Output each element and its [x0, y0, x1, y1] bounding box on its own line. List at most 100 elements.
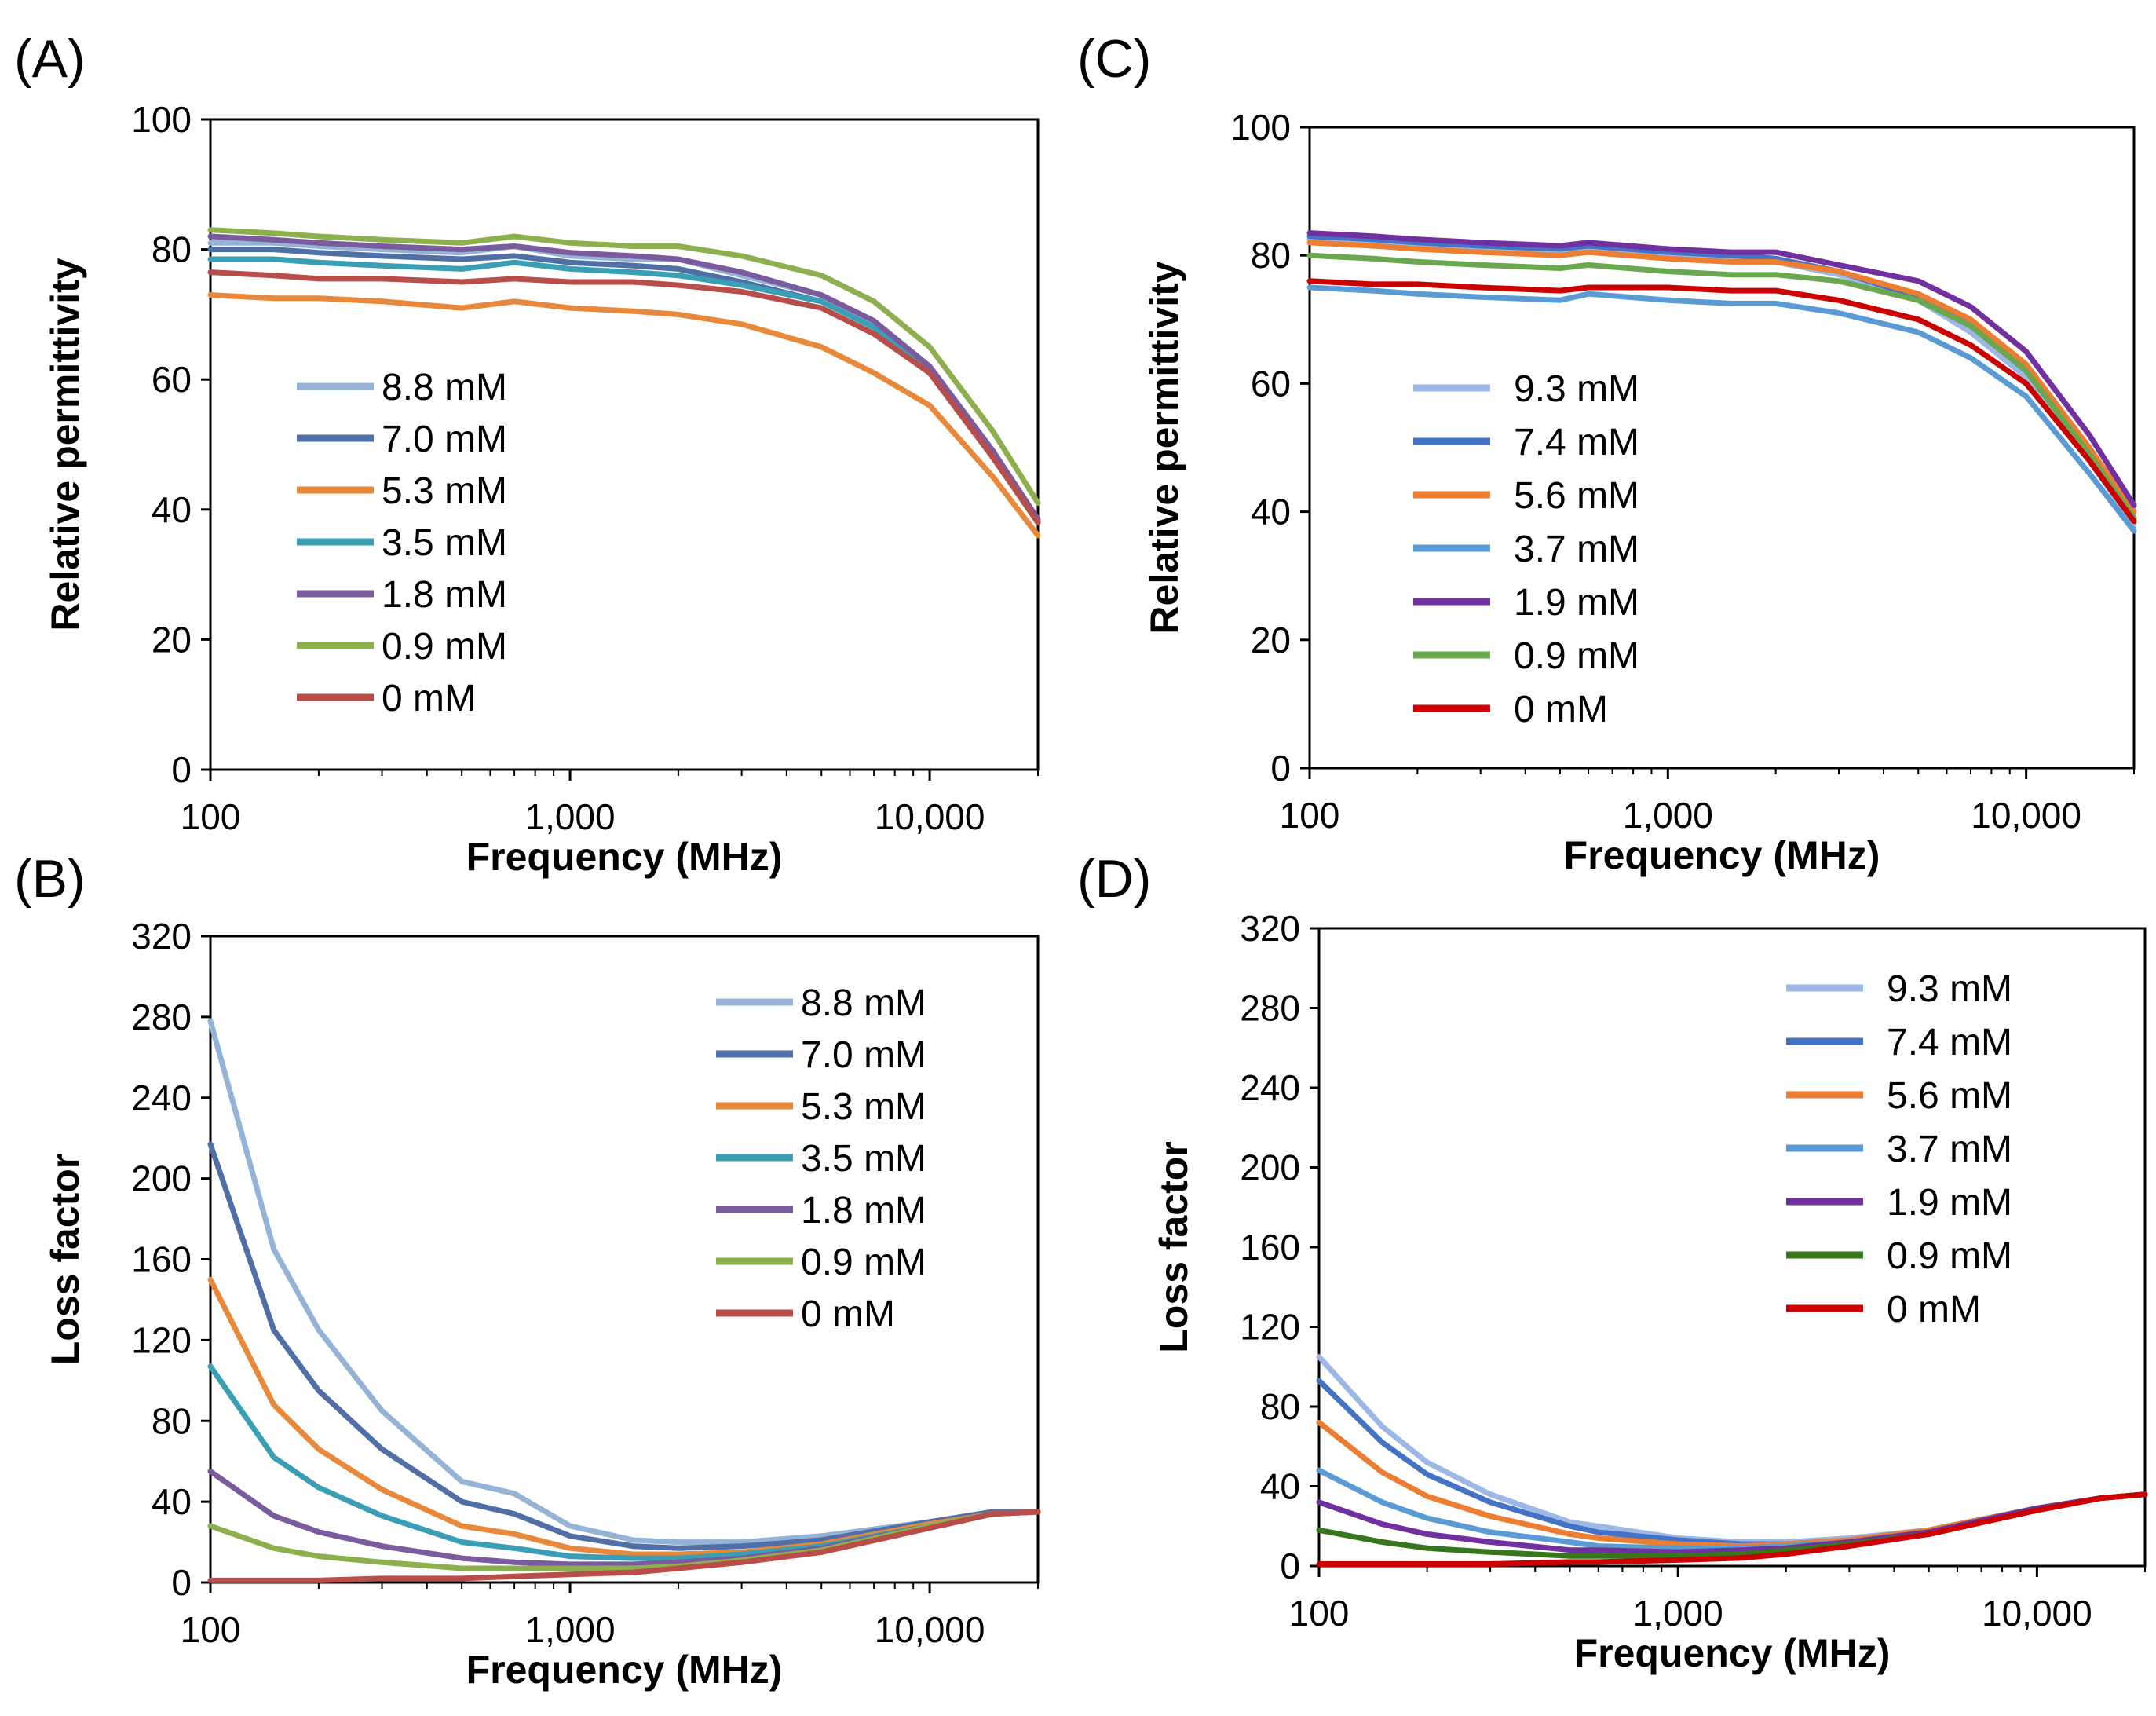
panel-b-legend-label: 1.8 mM	[801, 1190, 926, 1231]
panel-d-y-axis-title: Loss factor	[1152, 1141, 1196, 1353]
panel-a-legend-label: 0 mM	[382, 678, 476, 719]
panel-c-ytick-label: 80	[1251, 235, 1291, 276]
panel-a-xtick-label: 1,000	[524, 796, 615, 837]
panel-a-legend: 8.8 mM 7.0 mM 5.3 mM 3.5 mM 1.8 mM 0.9 mM 0 mM	[297, 367, 507, 719]
panel-d-legend-label: 9.3 mM	[1887, 968, 2012, 1010]
panel-c-legend: 9.3 mM 7.4 mM 5.6 mM 3.7 mM 1.9 mM 0.9 mM 0 mM	[1413, 368, 1639, 730]
panel-d-legend-label: 3.7 mM	[1887, 1129, 2012, 1170]
panel-b-x-axis-title: Frequency (MHz)	[466, 1648, 783, 1692]
panel-a-plot-frame	[209, 118, 1040, 771]
panel-d-xtick-label: 10,000	[1982, 1593, 2092, 1634]
panel-c-series-line-3	[1306, 284, 2137, 534]
panel-b-ytick-label: 80	[152, 1400, 192, 1441]
panel-c-xtick-label: 1,000	[1623, 795, 1713, 836]
panel-b-ytick-label: 40	[152, 1481, 192, 1522]
panel-d-ytick-label: 280	[1240, 988, 1300, 1029]
panel-b-label: (B)	[14, 849, 86, 909]
panel-c-series-line-6	[1306, 278, 2137, 525]
panel-a-series-line-4	[207, 233, 1041, 522]
panel-c: (C) 0 20 40 60 80 100 100 1,000 10,000 Frequency …	[1077, 29, 2137, 877]
panel-c-legend-label: 7.4 mM	[1514, 422, 1639, 463]
panel-a-series-line-0	[207, 240, 1041, 525]
panel-d-legend: 9.3 mM 7.4 mM 5.6 mM 3.7 mM 1.9 mM 0.9 mM 0 mM	[1786, 968, 2012, 1330]
panel-a: (A) 0 20 40 60 80 100 100 1,000 10,000 Frequency …	[14, 29, 1041, 879]
panel-c-xtick-label: 100	[1280, 795, 1340, 836]
panel-b-legend-label: 5.3 mM	[801, 1086, 926, 1128]
panel-c-legend-label: 3.7 mM	[1514, 529, 1639, 570]
panel-d-legend-label: 5.6 mM	[1887, 1075, 2012, 1117]
panel-d-ytick-label: 240	[1240, 1067, 1300, 1108]
panel-c-ytick-label: 20	[1251, 620, 1291, 660]
panel-c-ytick-label: 100	[1230, 107, 1291, 148]
panel-b-legend-label: 3.5 mM	[801, 1138, 926, 1180]
panel-c-series-line-5	[1306, 252, 2137, 521]
panel-a-label: (A)	[14, 29, 86, 89]
panel-b-series-line-4	[207, 1469, 1041, 1568]
panel-a-legend-label: 5.3 mM	[382, 470, 507, 512]
panel-a-series-line-2	[207, 292, 1041, 539]
panel-b: (B) 0 40 80 120 160 200 240 280 320 100 1,000 10,00…	[14, 849, 1041, 1692]
panel-d-label: (D)	[1077, 849, 1151, 909]
panel-d-legend-label: 0.9 mM	[1887, 1235, 2012, 1277]
panel-b-ytick-label: 120	[131, 1319, 192, 1360]
panel-a-ytick-label: 80	[152, 229, 192, 270]
panel-a-ytick-label: 100	[131, 99, 192, 140]
panel-c-series-line-2	[1306, 240, 2137, 515]
panel-d-ytick-label: 0	[1280, 1546, 1300, 1586]
panel-b-xtick-label: 1,000	[524, 1609, 615, 1650]
panel-c-xtick-label: 10,000	[1971, 795, 2081, 836]
panel-d-legend-label: 0 mM	[1887, 1289, 1981, 1330]
panel-a-ytick-label: 60	[152, 359, 192, 400]
panel-b-ytick-label: 320	[131, 916, 192, 957]
panel-d-ytick-label: 80	[1260, 1386, 1300, 1427]
panel-d-ytick-label: 40	[1260, 1466, 1300, 1507]
panel-b-ytick-label: 160	[131, 1239, 192, 1280]
panel-a-xtick-label: 10,000	[875, 796, 985, 837]
panel-c-legend-label: 0 mM	[1514, 689, 1608, 730]
panel-b-ytick-label: 0	[171, 1562, 192, 1603]
panel-c-series-line-1	[1306, 233, 2137, 521]
panel-c-plot-frame	[1308, 126, 2136, 770]
panel-d-series-line-6	[1316, 1491, 2148, 1567]
panel-b-legend-label: 7.0 mM	[801, 1034, 926, 1076]
panel-d-xtick-label: 1,000	[1633, 1593, 1723, 1634]
panel-d: (D) 0 40 80 120 160 200 240 280 320 100 1,000 10,00…	[1077, 849, 2148, 1675]
panel-d-ytick-label: 200	[1240, 1147, 1300, 1188]
panel-b-series-line-6	[207, 1509, 1041, 1583]
panel-c-ytick-label: 40	[1251, 492, 1291, 532]
panel-b-legend-label: 8.8 mM	[801, 982, 926, 1024]
panel-a-legend-label: 3.5 mM	[382, 522, 507, 564]
panel-b-xtick-label: 100	[181, 1609, 241, 1650]
panel-c-x-axis-title: Frequency (MHz)	[1564, 833, 1880, 877]
panel-a-ytick-label: 0	[171, 749, 192, 790]
panel-a-x-axis-title: Frequency (MHz)	[466, 835, 783, 879]
panel-b-ytick-label: 240	[131, 1078, 192, 1118]
panel-a-series-line-5	[207, 227, 1041, 506]
panel-a-ytick-label: 20	[152, 619, 192, 660]
panel-c-legend-label: 5.6 mM	[1514, 475, 1639, 517]
panel-a-y-axis-title: Relative permittivity	[43, 258, 87, 631]
panel-a-legend-label: 8.8 mM	[382, 367, 507, 408]
panel-c-legend-label: 1.9 mM	[1514, 582, 1639, 624]
panel-d-legend-label: 1.9 mM	[1887, 1182, 2012, 1224]
panel-c-series-line-4	[1306, 230, 2137, 508]
panel-c-ytick-label: 60	[1251, 363, 1291, 404]
panel-d-x-axis-title: Frequency (MHz)	[1574, 1631, 1891, 1675]
panel-a-ytick-label: 40	[152, 489, 192, 530]
panel-b-xtick-label: 10,000	[875, 1609, 985, 1650]
panel-d-xtick-label: 100	[1289, 1593, 1350, 1634]
panel-a-legend-label: 1.8 mM	[382, 574, 507, 616]
panel-d-ytick-label: 320	[1240, 908, 1300, 949]
panel-d-legend-label: 7.4 mM	[1887, 1022, 2012, 1063]
panel-d-ytick-label: 160	[1240, 1227, 1300, 1268]
panel-a-legend-label: 7.0 mM	[382, 419, 507, 460]
panel-c-y-axis-title: Relative permittivity	[1142, 261, 1186, 634]
panel-d-ytick-label: 120	[1240, 1307, 1300, 1348]
panel-c-ytick-label: 0	[1270, 748, 1291, 788]
panel-c-label: (C)	[1077, 29, 1151, 89]
panel-b-legend-label: 0 mM	[801, 1293, 895, 1335]
panel-c-series-line-0	[1306, 236, 2137, 528]
panel-a-series-line-6	[207, 269, 1041, 525]
panel-a-legend-label: 0.9 mM	[382, 626, 507, 668]
